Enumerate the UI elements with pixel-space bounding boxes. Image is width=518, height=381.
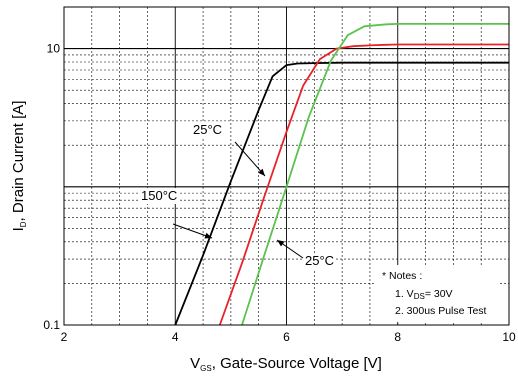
notes-line-1: 1. VDS= 30V <box>395 288 453 301</box>
series-line-2 <box>241 22 509 326</box>
annotation-label-background <box>192 122 224 138</box>
y-tick-label: 10 <box>47 42 61 56</box>
y-axis-title-rest: , Drain Current [A] <box>10 101 27 222</box>
annotation-label-value: 25 <box>193 122 207 137</box>
x-axis-title-rest: , Gate-Source Voltage [V] <box>212 355 382 372</box>
annotation-label-background <box>304 253 336 269</box>
x-axis-title: VGS, Gate-Source Voltage [V] <box>190 355 382 373</box>
annotation-label-unit: °C <box>163 188 178 203</box>
plot-frame <box>63 6 510 326</box>
y-tick-label: 0.1 <box>43 318 60 332</box>
notes-line-2: 2. 300us Pulse Test <box>395 305 487 317</box>
x-tick-label: 4 <box>172 330 179 344</box>
notes-line-1-prefix: 1. V <box>395 288 414 300</box>
x-tick-label: 2 <box>61 330 68 344</box>
x-tick-label: 8 <box>394 330 401 344</box>
notes-line-1-rest: = 30V <box>425 288 453 300</box>
series-line-0 <box>174 61 509 326</box>
annotation-label-unit: °C <box>207 122 222 137</box>
series-layer <box>174 22 509 326</box>
annotation-label-value: 25 <box>305 253 319 268</box>
y-axis-title: ID, Drain Current [A] <box>10 101 28 232</box>
series-line-1 <box>218 43 509 326</box>
x-tick-label: 10 <box>502 330 516 344</box>
notes-background <box>376 265 499 322</box>
annotation-leader-line <box>234 141 266 177</box>
y-axis-title-main: I <box>10 227 27 231</box>
annotation-label-value: 150 <box>141 188 163 203</box>
x-axis-title-main: V <box>190 355 200 372</box>
tick-labels: 2 4 6 8 10 0.1 10 <box>43 42 516 344</box>
notes-title: * Notes : <box>382 270 422 282</box>
annotation-label: 25°C <box>305 253 334 268</box>
notes-line-1-sub: DS <box>414 292 425 301</box>
annotation-arrowhead <box>204 232 212 239</box>
annotation-label-background <box>140 188 179 204</box>
x-tick-label: 6 <box>283 330 290 344</box>
annotation-arrowhead <box>258 168 265 176</box>
annotation-label-unit: °C <box>319 253 334 268</box>
x-axis-title-sub: GS <box>200 364 212 373</box>
annotation-label: 25°C <box>193 122 222 137</box>
y-axis-title-sub: D <box>19 221 28 227</box>
annotation-label: 150°C <box>141 188 177 203</box>
notes-box: * Notes : 1. VDS= 30V 2. 300us Pulse Tes… <box>376 265 499 322</box>
annotation-arrowhead <box>277 240 285 247</box>
